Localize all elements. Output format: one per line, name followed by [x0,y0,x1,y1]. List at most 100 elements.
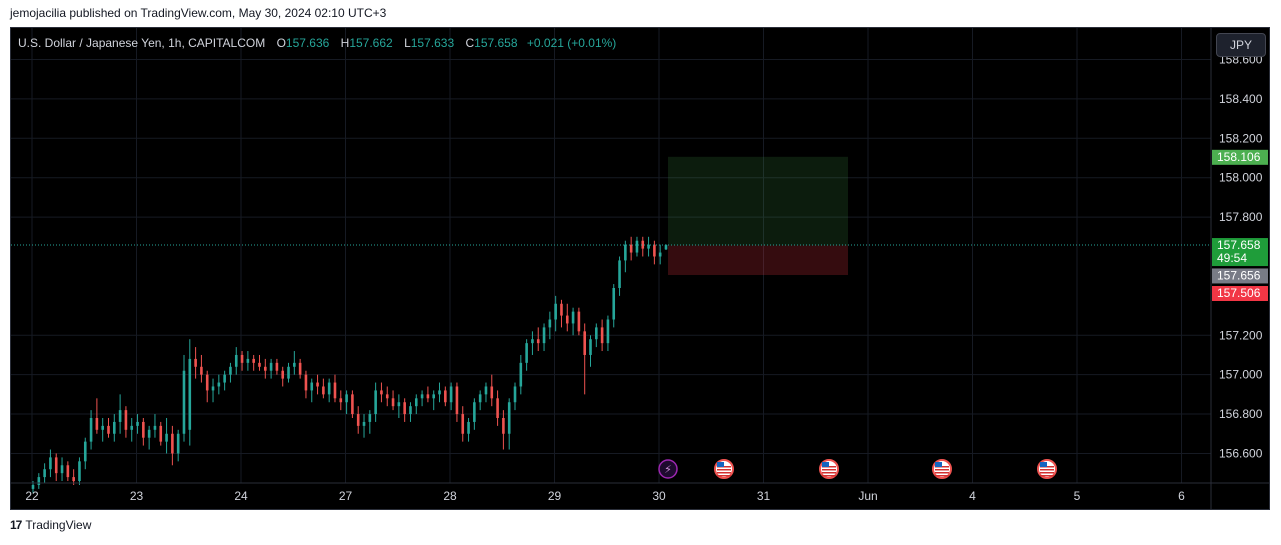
candle-body [595,327,598,340]
entry-price-label: 157.656 [1217,268,1261,282]
stop-price-label: 157.506 [1217,286,1261,300]
candle-body [467,421,470,434]
candle-body [380,390,383,395]
candle-body [113,421,116,434]
candle-body [577,311,581,332]
candle-body [403,402,406,415]
bar-countdown-label: 49:54 [1217,251,1247,265]
candle-body [507,402,511,434]
candle-body [281,370,285,379]
candle-body [560,303,563,316]
flag-stripe [935,469,949,471]
price-tick-label: 157.800 [1219,210,1263,224]
entry-price-badge [1212,268,1268,284]
candle-body [554,303,557,320]
candle-body [600,327,604,344]
candle-body [420,394,424,399]
candle-body [200,366,203,375]
candle-body [571,311,575,324]
target-price-label: 158.106 [1217,150,1261,164]
lightning-glyph: ⚡ [664,463,672,476]
candle-body [548,319,552,328]
candle-body [83,441,87,462]
candle-body [54,457,58,474]
close-value: 157.658 [474,36,518,50]
candle-body [647,244,650,249]
flag-stripe [1040,472,1054,474]
flag-stripe [1040,469,1054,471]
candle-body [490,386,494,399]
candle-body [217,382,221,387]
flag-stripe [822,475,836,477]
time-tick-label: 28 [443,489,457,503]
candle-body [118,410,122,422]
flag-stripe [717,475,731,477]
candle-body [565,315,569,324]
candle-body [234,354,238,367]
candle-body [124,410,128,430]
time-tick-label: 27 [339,489,353,503]
candle-body [432,394,436,399]
candle-body [246,358,250,363]
candle-body [205,374,209,391]
last-price-badge [1212,238,1268,267]
candle-body [95,418,99,430]
candle-body [455,386,459,415]
candle-body [409,406,412,415]
candle-body [618,260,621,288]
candle-body [60,465,64,474]
currency-button[interactable]: JPY [1216,33,1266,57]
candle-body [194,358,197,367]
stop-zone [668,245,848,275]
candle-body [478,394,482,403]
time-tick-label: 24 [234,489,248,503]
stop-price-badge [1212,286,1268,301]
candle-body [374,390,377,415]
candle-body [316,382,319,387]
time-tick-label: 30 [652,489,666,503]
price-tick-label: 157.000 [1219,368,1263,382]
flag-canton [717,462,724,467]
candle-body [333,382,337,399]
time-tick-label: Jun [858,489,877,503]
candle-body [438,390,441,395]
candle-body [107,425,110,434]
candle-body [444,390,447,403]
candle-body [275,362,279,371]
candle-body [229,366,232,375]
high-value: 157.662 [349,36,393,50]
candle-body [519,362,523,387]
time-tick-label: 4 [969,489,976,503]
candle-body [664,245,668,250]
candle-body [293,362,296,367]
chart-pane[interactable]: 158.600 158.400 158.200 158.000 157.800 157.2… [10,27,1270,510]
candle-body [345,394,348,403]
target-price-badge [1212,149,1268,165]
candle-body [397,402,401,407]
candle-body [653,244,656,257]
candle-body [101,425,104,430]
candle-body [78,461,81,482]
candle-body [635,240,639,253]
candlestick-chart[interactable]: 158.600158.400158.200158.000157.800157.2… [11,28,1269,509]
candle-body [461,414,465,434]
last-price-label: 157.658 [1217,238,1261,252]
candle-body [287,366,290,379]
candle-body [147,429,151,438]
candle-body [536,339,540,344]
candle-body [89,418,93,442]
price-tick-label: 156.800 [1219,407,1263,421]
symbol-title[interactable]: U.S. Dollar / Japanese Yen, 1h, CAPITALC… [18,36,266,50]
candle-body [339,398,343,403]
price-tick-label: 158.200 [1219,131,1263,145]
low-label: L [404,36,411,50]
ohlc-legend: U.S. Dollar / Japanese Yen, 1h, CAPITALC… [18,36,616,50]
candle-body [362,421,366,426]
flag-stripe [822,472,836,474]
price-tick-label: 158.000 [1219,171,1263,185]
flag-stripe [1040,475,1054,477]
time-tick-label: 5 [1074,489,1081,503]
price-tick-label: 157.200 [1219,328,1263,342]
flag-canton [822,462,829,467]
candle-body [583,331,586,355]
